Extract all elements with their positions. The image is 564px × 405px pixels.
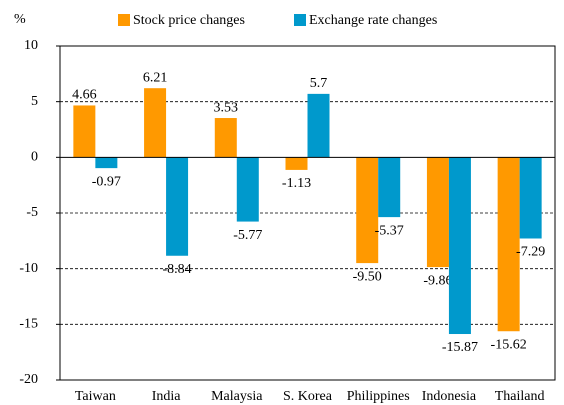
bar: [448, 157, 471, 335]
bar: [426, 157, 449, 268]
y-tick-label: -20: [19, 372, 38, 387]
value-label: -9.50: [353, 269, 382, 284]
y-tick-label: -15: [19, 317, 38, 332]
x-tick-label: S. Korea: [283, 389, 333, 404]
bar: [285, 157, 308, 170]
legend-swatch: [294, 14, 306, 26]
plot-frame: [59, 45, 556, 381]
bar: [95, 157, 118, 169]
y-tick-label: -5: [26, 205, 38, 220]
bar: [497, 157, 520, 332]
x-tick-label: Indonesia: [422, 389, 477, 404]
value-label: -15.87: [442, 340, 478, 355]
value-label: -5.77: [233, 228, 262, 243]
value-label: -5.37: [375, 223, 404, 238]
y-tick-label: 0: [31, 150, 38, 165]
value-label: -8.84: [162, 262, 191, 277]
bar: [356, 157, 379, 264]
x-tick-label: Philippines: [347, 389, 410, 404]
bar: [307, 93, 330, 158]
value-label: -0.97: [92, 174, 121, 189]
legend-swatch: [118, 14, 130, 26]
x-tick-label: Thailand: [495, 389, 545, 404]
x-tick-label: Malaysia: [211, 389, 263, 404]
bar: [214, 118, 237, 158]
value-label: 3.53: [214, 100, 239, 115]
y-unit: %: [14, 12, 26, 27]
value-label: -1.13: [282, 176, 311, 191]
y-tick-label: -10: [19, 261, 38, 276]
x-tick-label: India: [152, 389, 182, 404]
bar: [73, 105, 96, 158]
value-label: -15.62: [491, 337, 527, 352]
legend-label: Stock price changes: [133, 13, 245, 28]
legend-label: Exchange rate changes: [309, 13, 437, 28]
bar: [236, 157, 259, 222]
value-label: 5.7: [310, 76, 328, 91]
x-tick-label: Taiwan: [75, 389, 116, 404]
value-label: 4.66: [72, 88, 97, 103]
bar: [144, 88, 167, 158]
y-tick-label: 10: [24, 38, 38, 53]
bar: [378, 157, 401, 218]
y-tick-label: 5: [31, 94, 38, 109]
value-label: -7.29: [516, 245, 545, 260]
value-label: -9.86: [423, 273, 452, 288]
bar: [519, 157, 542, 239]
value-label: 6.21: [143, 70, 168, 85]
bar: [166, 157, 189, 256]
